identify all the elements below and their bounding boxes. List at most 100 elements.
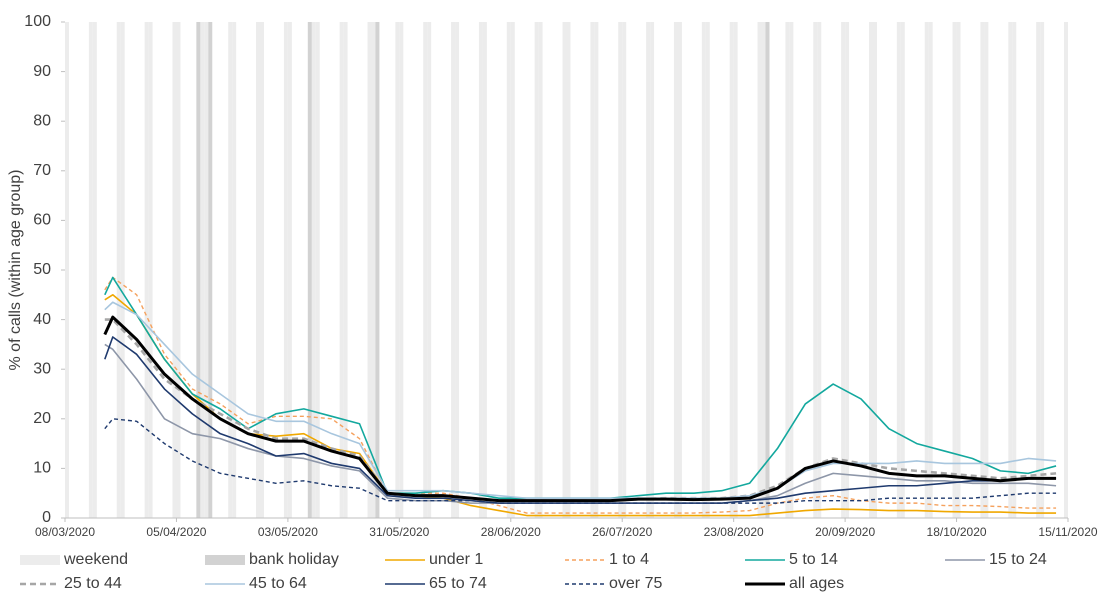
weekend-band [733,22,738,518]
weekend-band [534,22,539,518]
y-tick-label: 70 [33,162,51,179]
weekend-band [200,22,205,518]
weekend-band [817,22,822,518]
legend-swatch [20,555,60,565]
y-tick-label: 10 [33,460,51,477]
y-tick-label: 30 [33,360,51,377]
legend-label: 45 to 64 [249,575,307,592]
legend-swatch [205,555,245,565]
weekend-band [232,22,237,518]
weekend-band [590,22,595,518]
weekend-band [594,22,599,518]
weekend-band [506,22,511,518]
weekend-band [339,22,344,518]
weekend-band [283,22,288,518]
bank-holiday-band [196,22,201,518]
weekend-band [482,22,487,518]
y-tick-label: 80 [33,112,51,129]
weekend-band [924,22,929,518]
weekend-band [65,22,69,518]
weekend-band [451,22,456,518]
weekend-band [92,22,97,518]
weekend-band [88,22,93,518]
series-line [104,318,1057,502]
weekend-band [896,22,901,518]
weekend-band [260,22,265,518]
legend-label: 15 to 24 [989,551,1047,568]
x-tick-label: 15/11/2020 [1038,525,1097,539]
weekend-band [952,22,957,518]
weekend-band [116,22,121,518]
series-line [104,276,1057,499]
weekend-band [928,22,933,518]
weekend-band [120,22,125,518]
weekend-band [510,22,515,518]
bank-holiday-band [307,22,312,518]
series-line [104,276,1057,514]
series-line [104,336,1057,504]
legend-label: weekend [63,551,128,568]
legend-label: under 1 [429,551,483,568]
weekend-band [343,22,348,518]
weekend-band [789,22,794,518]
x-tick-label: 23/08/2020 [704,525,764,539]
y-tick-label: 0 [42,509,51,526]
weekend-band [1012,22,1017,518]
weekend-band [455,22,460,518]
series-line [104,301,1057,499]
x-tick-label: 20/09/2020 [815,525,875,539]
weekend-band [204,22,209,518]
weekend-band [900,22,905,518]
weekend-band [371,22,376,518]
weekend-band [677,22,682,518]
legend-label: bank holiday [249,551,339,568]
y-tick-label: 20 [33,410,51,427]
weekend-band [287,22,292,518]
weekend-band [311,22,316,518]
weekend-band [646,22,651,518]
weekend-band [701,22,706,518]
weekend-band [144,22,149,518]
weekend-band [367,22,372,518]
weekend-band [1064,22,1068,518]
bank-holiday-band [375,22,380,518]
weekend-band [176,22,181,518]
x-tick-label: 08/03/2020 [35,525,95,539]
weekend-band [1036,22,1041,518]
x-tick-label: 05/04/2020 [146,525,206,539]
legend-label: all ages [789,575,844,592]
x-tick-label: 18/10/2020 [927,525,987,539]
legend-label: 1 to 4 [609,551,649,568]
weekend-band [172,22,177,518]
y-axis-title: % of calls (within age group) [7,170,24,371]
weekend-band [956,22,961,518]
weekend-band [622,22,627,518]
bank-holiday-band [765,22,770,518]
weekend-band [538,22,543,518]
weekend-band [423,22,428,518]
weekend-band [427,22,432,518]
weekend-band [618,22,623,518]
weekend-band [984,22,989,518]
weekend-band [228,22,233,518]
weekend-band [729,22,734,518]
y-tick-label: 50 [33,261,51,278]
weekend-band [841,22,846,518]
series-line [104,418,1057,504]
x-tick-label: 28/06/2020 [481,525,541,539]
weekend-band [785,22,790,518]
weekend-band [757,22,762,518]
weekend-band [872,22,877,518]
legend-label: 25 to 44 [64,575,122,592]
y-tick-label: 90 [33,63,51,80]
weekend-band [315,22,320,518]
weekend-band [705,22,710,518]
weekend-band [256,22,261,518]
legend-label: 65 to 74 [429,575,487,592]
bank-holiday-band [208,22,213,518]
weekend-band [399,22,404,518]
weekend-band [813,22,818,518]
weekend-band [673,22,678,518]
weekend-band [395,22,400,518]
